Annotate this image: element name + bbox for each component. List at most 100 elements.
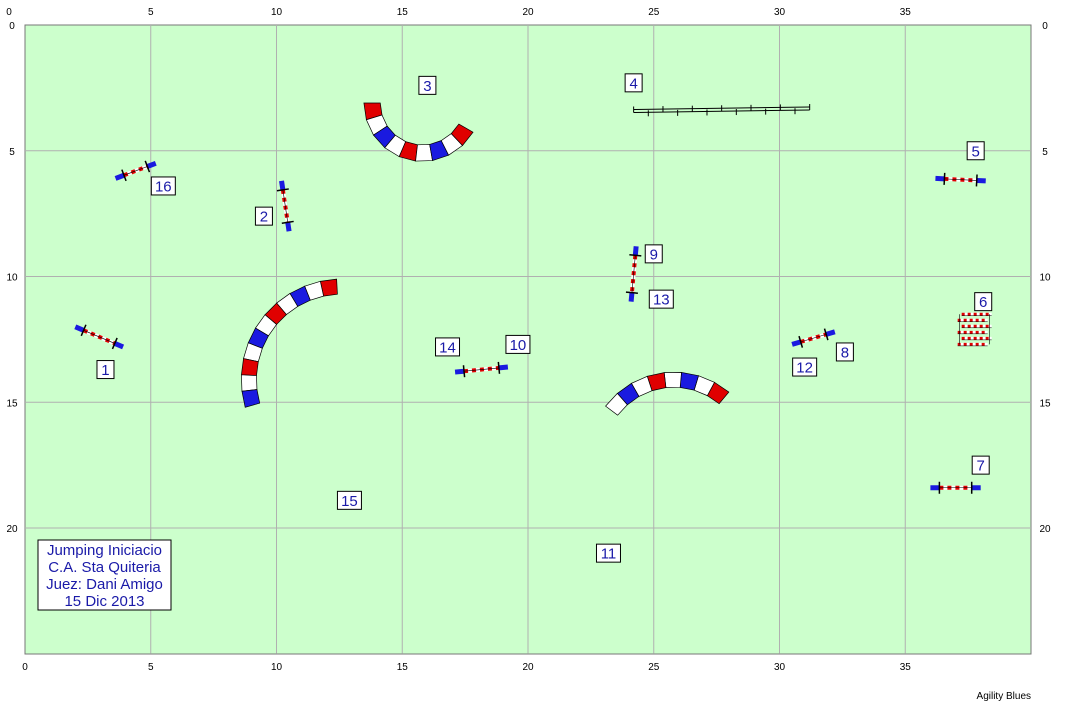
obstacles-layer (74, 102, 992, 494)
obstacle-number-box (966, 141, 985, 161)
obstacle-number-text: 4 (629, 75, 637, 92)
obstacle-number-box (505, 334, 531, 354)
obstacle-number-6: 6 (974, 292, 993, 312)
obstacle-number-box (254, 206, 273, 226)
obstacle-number-box (435, 337, 461, 357)
obstacle-number-box (974, 292, 993, 312)
top-tick-label: 15 (397, 7, 409, 18)
jump-bar-outline (631, 255, 636, 293)
obstacle-number-box (792, 357, 818, 377)
obstacle-number-text: 10 (510, 337, 527, 354)
axis-tick-labels: 0 5 10 15 20 25 30 350 5 10 15 20 25 30 35051015200510… (6, 7, 1051, 673)
obstacle-number-text: 1 (101, 362, 109, 379)
top-tick-label: 5 (148, 7, 154, 18)
obstacle-number-text: 12 (796, 360, 813, 377)
top-tick-label: 20 (522, 7, 534, 18)
jump-wing (146, 160, 157, 169)
tunnel-obstacle (363, 102, 474, 162)
jump-obstacle (276, 180, 294, 232)
tunnel-obstacle (605, 371, 730, 416)
obstacle-number-box (96, 360, 115, 380)
jump-obstacle (791, 328, 836, 348)
jump-wing (498, 364, 509, 371)
bottom-tick-label: 35 (900, 662, 912, 673)
left-tick-label: 0 (9, 21, 15, 32)
info-box: Jumping Iniciacio C.A. Sta Quiteria Juez… (37, 539, 172, 611)
obstacle-number-text: 16 (155, 178, 172, 195)
info-line-judge: Juez: Dani Amigo (46, 576, 163, 593)
tunnel-obstacle (241, 278, 338, 408)
jump-post (943, 172, 946, 185)
jump-post (798, 335, 804, 348)
jump-post (975, 174, 978, 187)
jump-bar-outline (463, 367, 499, 372)
info-line-date: 15 Dic 2013 (64, 593, 144, 610)
jump-post (144, 160, 151, 173)
obstacle-number-2: 2 (254, 206, 273, 226)
obstacle-number-text: 3 (423, 78, 431, 95)
left-tick-label: 5 (9, 147, 15, 158)
bottom-tick-label: 30 (774, 662, 786, 673)
jump-obstacle (625, 246, 642, 302)
right-tick-label: 20 (1039, 524, 1051, 535)
top-tick-label: 30 (774, 7, 786, 18)
jump-post (462, 365, 466, 378)
jump-bar-outline (282, 189, 289, 223)
jump-wing (454, 368, 465, 375)
weave-obstacle (957, 312, 992, 347)
jump-wing (279, 180, 286, 191)
obstacle-number-box (644, 244, 663, 264)
dogwalk-obstacle (633, 103, 811, 117)
obstacle-number-text: 6 (979, 294, 987, 311)
obstacle-number-10: 10 (505, 334, 531, 354)
left-tick-label: 10 (6, 273, 18, 284)
obstacle-number-text: 9 (650, 246, 658, 263)
obstacle-number-14: 14 (435, 337, 461, 357)
jump-wing (632, 246, 639, 256)
jump-post (121, 169, 127, 182)
bottom-tick-label: 20 (522, 662, 534, 673)
top-tick-label: 10 (271, 7, 283, 18)
jump-post (281, 220, 294, 224)
jump-post (497, 361, 501, 374)
jump-wing (74, 324, 85, 333)
obstacle-number-box (595, 543, 621, 563)
obstacle-number-5: 5 (966, 141, 985, 161)
right-tick-label: 5 (1042, 147, 1048, 158)
obstacle-number-text: 13 (653, 292, 670, 309)
info-line-club: C.A. Sta Quiteria (48, 559, 161, 576)
right-tick-label: 0 (1042, 21, 1048, 32)
jump-obstacle (930, 481, 981, 494)
bottom-tick-label: 0 (22, 662, 28, 673)
obstacle-number-8: 8 (835, 342, 854, 362)
top-tick-label: 35 (900, 7, 912, 18)
top-tick-label: 25 (648, 7, 660, 18)
obstacle-number-text: 11 (601, 546, 617, 563)
obstacle-number-box (418, 75, 437, 95)
bottom-tick-label: 15 (397, 662, 409, 673)
obstacle-number-text: 2 (260, 209, 268, 226)
credit-label: Agility Blues (977, 691, 1031, 701)
jump-wing (285, 221, 292, 232)
obstacle-number-7: 7 (971, 455, 990, 475)
tunnel-segment (241, 374, 258, 392)
tunnel-segment (663, 372, 682, 388)
obstacle-number-11: 11 (595, 543, 621, 563)
jump-wing (825, 329, 836, 337)
bottom-tick-label: 25 (648, 662, 660, 673)
top-tick-label: 0 (6, 7, 12, 18)
obstacle-number-box (648, 289, 674, 309)
tunnel-segment (241, 358, 259, 376)
jump-post (629, 253, 642, 257)
obstacle-number-1: 1 (96, 360, 115, 380)
obstacle-number-text: 8 (841, 344, 849, 361)
bottom-tick-label: 5 (148, 662, 154, 673)
obstacle-number-box (336, 490, 362, 510)
jump-bar-outline (123, 166, 148, 176)
jump-bar-outline (800, 334, 827, 343)
obstacle-number-13: 13 (648, 289, 674, 309)
left-tick-label: 15 (6, 398, 18, 409)
jump-obstacle (454, 361, 509, 378)
tunnel-segment (605, 392, 628, 416)
obstacle-number-4: 4 (624, 73, 643, 93)
